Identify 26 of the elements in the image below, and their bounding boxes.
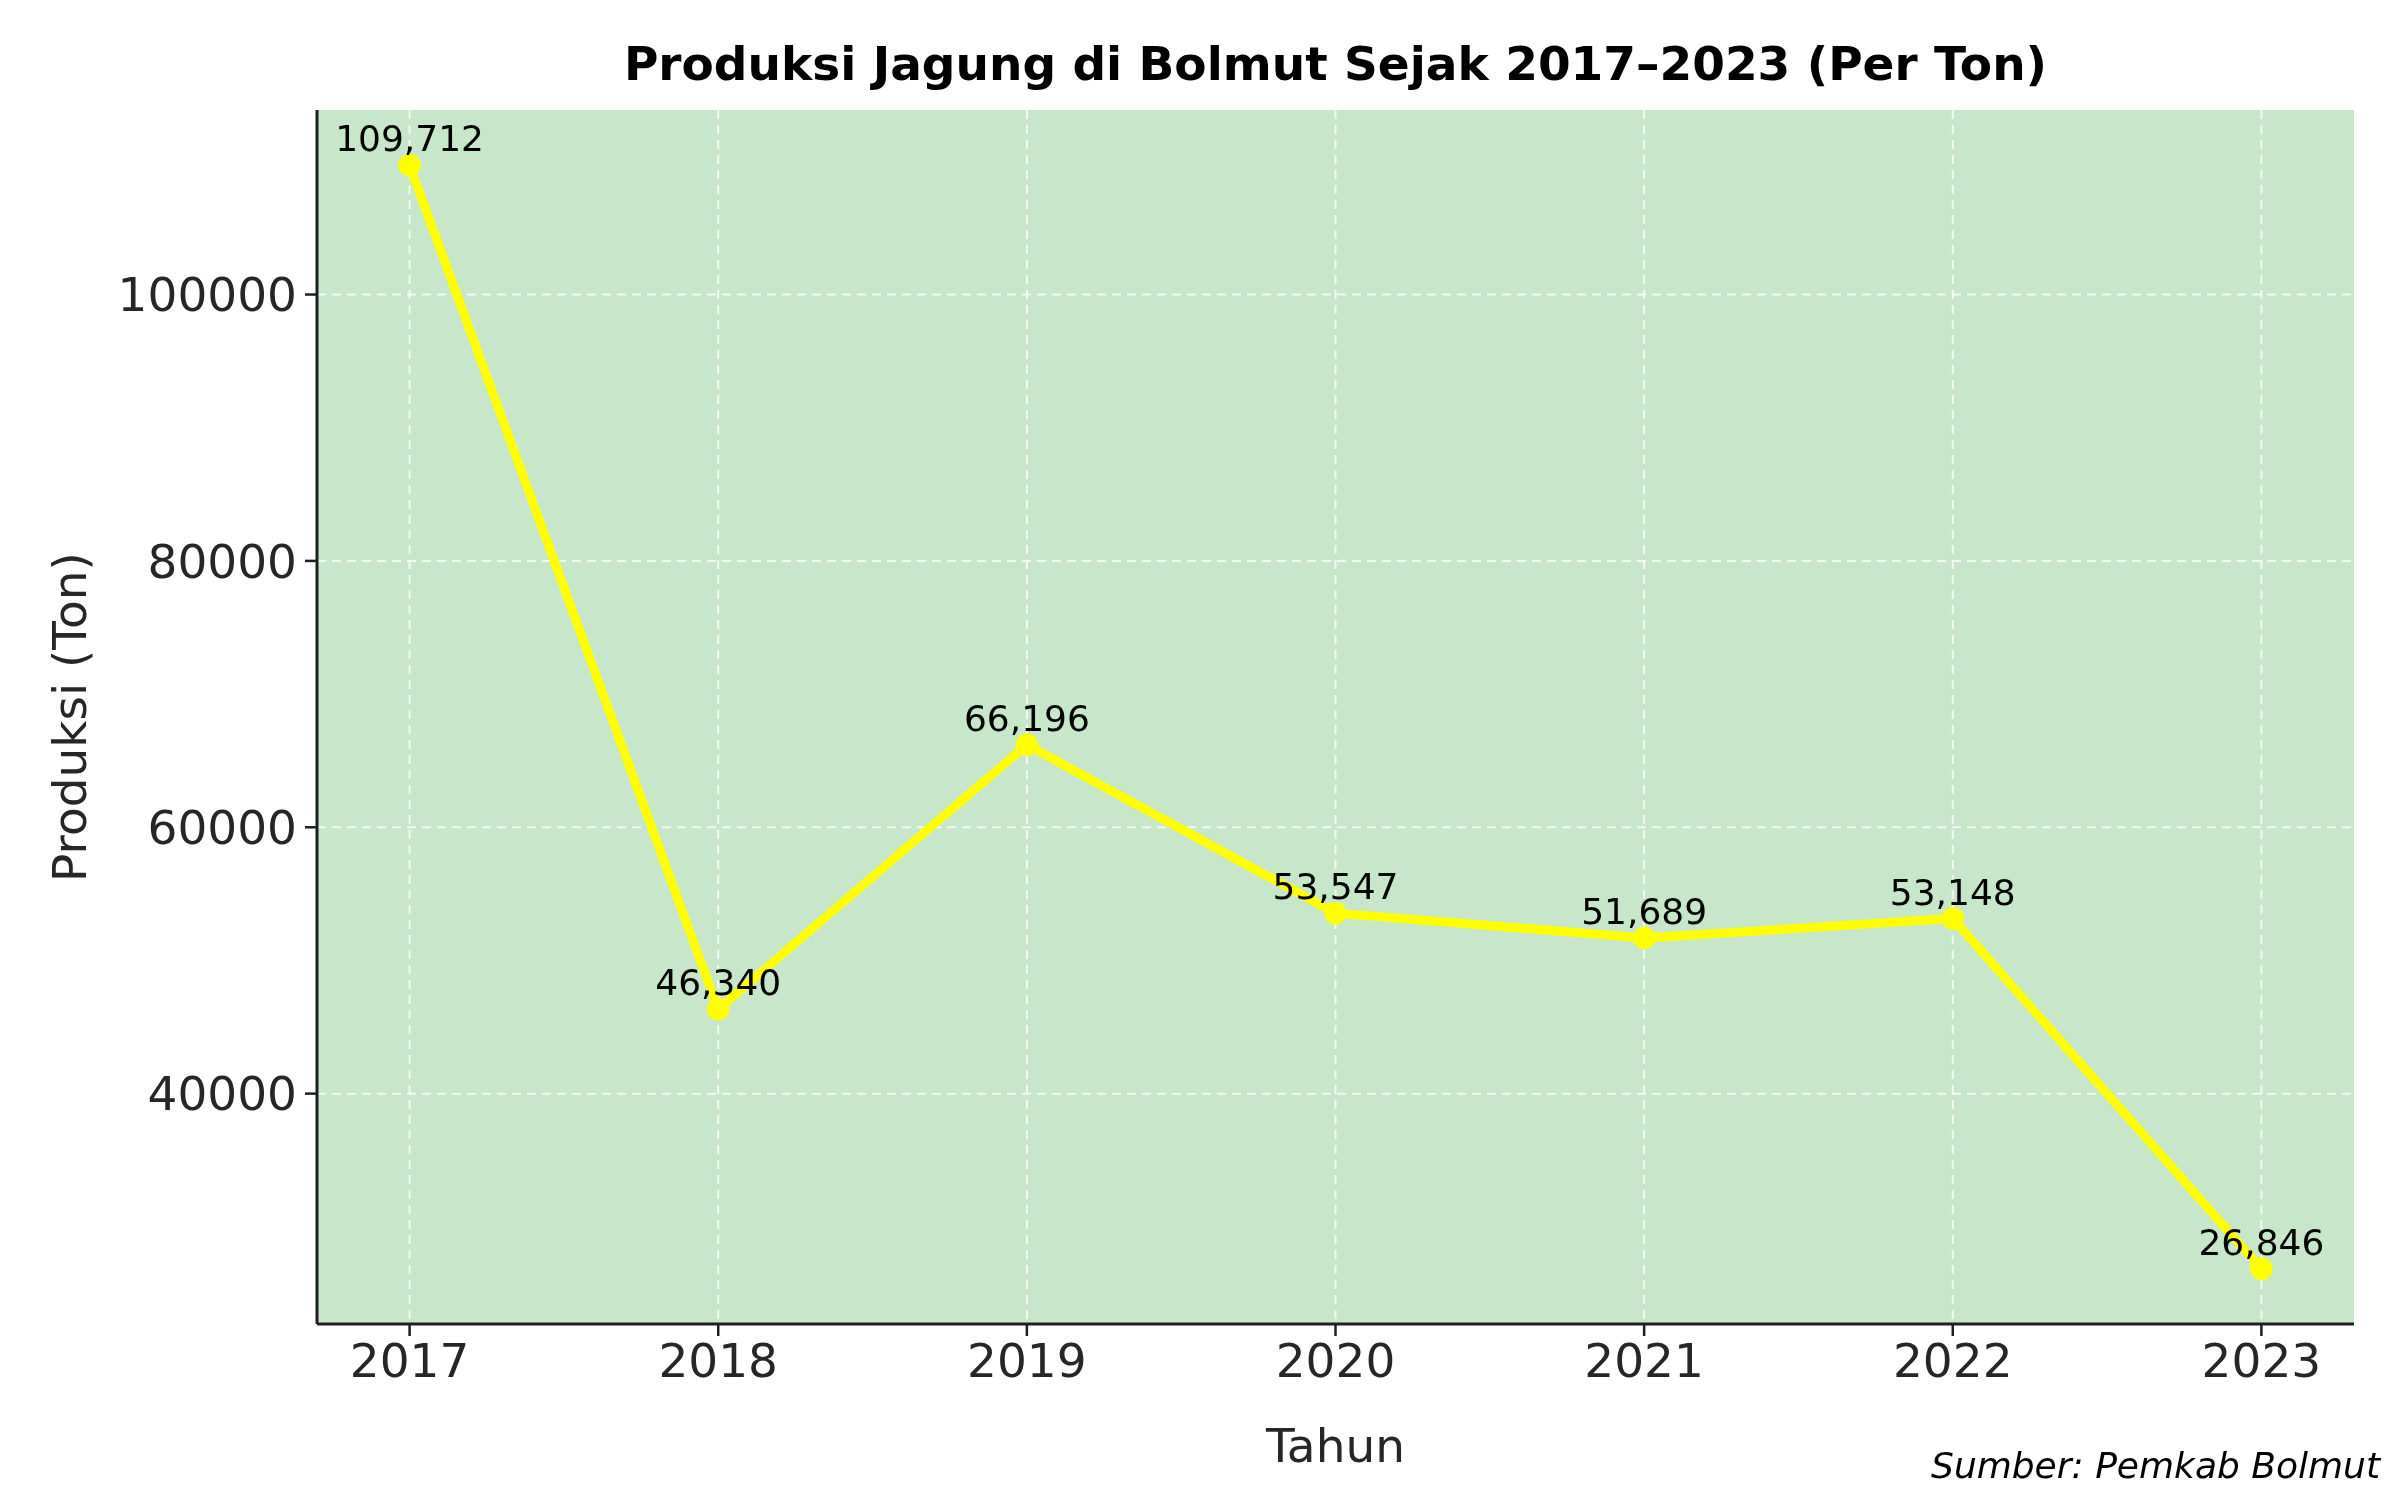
point	[1632, 926, 1656, 950]
y-tick-label: 40000	[147, 1066, 297, 1122]
x-tick-label: 2022	[1892, 1333, 2013, 1389]
point	[706, 997, 730, 1021]
point	[1941, 907, 1965, 931]
y-tick-label: 60000	[147, 799, 297, 855]
data-label: 66,196	[963, 697, 1090, 739]
y-tick-label: 100000	[117, 267, 297, 323]
point	[1015, 733, 1039, 757]
x-tick-label: 2019	[967, 1333, 1087, 1389]
text: Sumber: Pemkab Bolmut	[1931, 1445, 2382, 1486]
y-tick-label: 80000	[147, 533, 297, 589]
data-label: 53,148	[1889, 871, 2016, 913]
chart-title: Produksi Jagung di Bolmut Sejak 2017–2023 (Per Ton)	[623, 36, 2048, 91]
x-tick-label: 2021	[1584, 1333, 1704, 1389]
x-axis-title: Tahun	[1264, 1418, 1406, 1473]
data-label: 51,689	[1581, 890, 1708, 932]
y-axis-title: Produksi (Ton)	[42, 552, 97, 882]
point	[2249, 1257, 2273, 1281]
x-tick-label: 2017	[349, 1333, 470, 1389]
x-tick-label: 2023	[2201, 1333, 2322, 1389]
x-tick-label: 2018	[658, 1333, 779, 1389]
data-label: 109,712	[335, 118, 485, 160]
point	[1324, 901, 1347, 925]
point	[398, 153, 422, 177]
x-tick-label: 2020	[1275, 1333, 1396, 1389]
